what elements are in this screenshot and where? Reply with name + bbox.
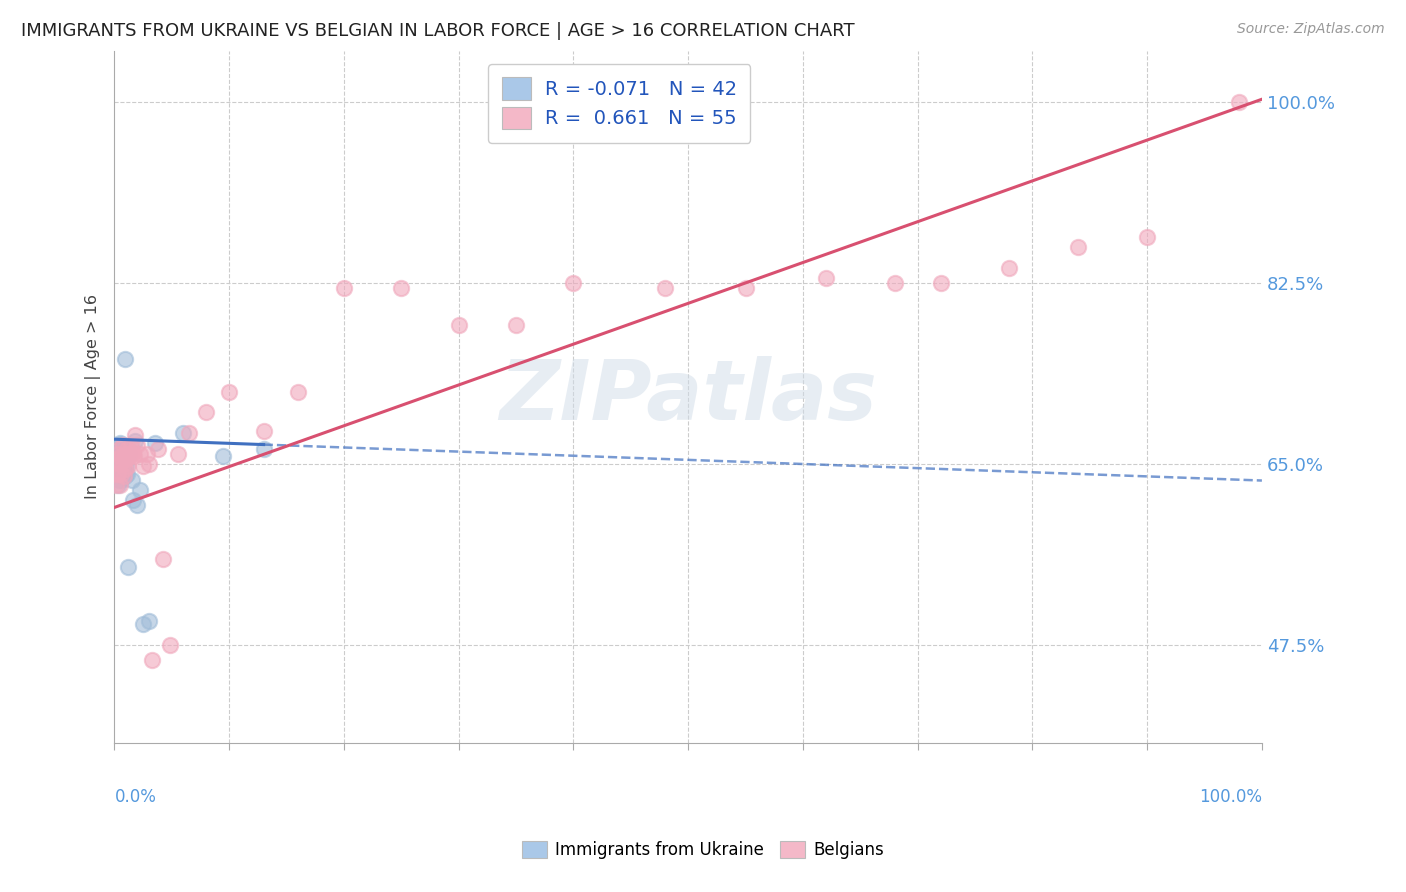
Legend: Immigrants from Ukraine, Belgians: Immigrants from Ukraine, Belgians <box>515 834 891 866</box>
Text: ZIPatlas: ZIPatlas <box>499 356 877 437</box>
Legend: R = -0.071   N = 42, R =  0.661   N = 55: R = -0.071 N = 42, R = 0.661 N = 55 <box>488 64 751 143</box>
Text: 100.0%: 100.0% <box>1199 788 1263 806</box>
Y-axis label: In Labor Force | Age > 16: In Labor Force | Age > 16 <box>86 294 101 500</box>
Text: 0.0%: 0.0% <box>114 788 156 806</box>
Text: IMMIGRANTS FROM UKRAINE VS BELGIAN IN LABOR FORCE | AGE > 16 CORRELATION CHART: IMMIGRANTS FROM UKRAINE VS BELGIAN IN LA… <box>21 22 855 40</box>
Text: Source: ZipAtlas.com: Source: ZipAtlas.com <box>1237 22 1385 37</box>
